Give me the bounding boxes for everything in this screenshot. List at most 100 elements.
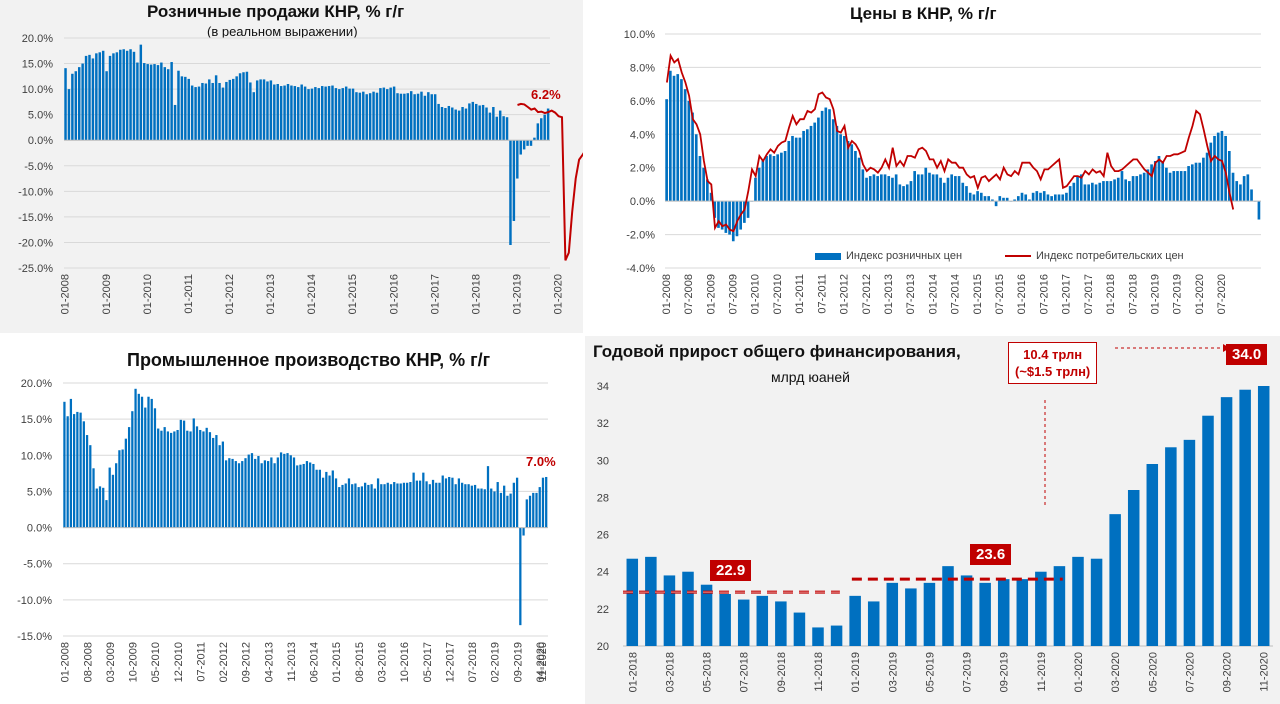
retail-bar [187,78,190,141]
prices-xtick-label: 07-2008 [683,274,695,314]
retail-bar [447,105,451,141]
prices-bar [1124,179,1127,202]
ip-bar [503,485,506,528]
ip-bar [202,431,205,528]
prices-bar [794,137,798,202]
fin-bar [1072,556,1084,646]
retail-chart-title: Розничные продажи КНР, % г/г [147,2,405,21]
prices-bar [665,99,668,202]
retail-bar [67,89,71,141]
retail-bar [208,79,211,141]
retail-bar [372,91,375,141]
fin-bar [905,588,917,646]
ip-xtick-label: 03-2016 [376,642,388,682]
ip-bar [69,398,73,528]
ip-bar [315,469,318,528]
retail-xtick-label: 01-2016 [388,274,400,314]
ip-bar [66,416,69,528]
ip-bar [250,453,254,528]
prices-bar [754,177,757,202]
prices-bar [976,191,979,202]
retail-ytick-label: 0.0% [28,135,53,147]
prices-bar [1242,176,1246,202]
prices-bar [1120,171,1124,202]
ip-bar [441,475,444,528]
retail-bar [153,64,156,141]
prices-xtick-label: 07-2010 [772,274,784,314]
ip-bar [412,472,415,528]
prices-ytick-label: 2.0% [630,163,655,175]
retail-bar [269,80,273,141]
retail-xtick-label: 01-2020 [553,274,565,314]
retail-ytick-label: 5.0% [28,110,53,122]
retail-bar [485,107,488,141]
fin-ytick-label: 24 [597,567,609,579]
prices-cpi-line [666,52,1235,233]
prices-bar [946,177,950,202]
ip-bar [312,463,315,528]
ip-xtick-label: 01-2008 [60,642,72,682]
ip-bar [231,458,234,528]
retail-bar [108,55,112,141]
retail-xtick-label: 01-2012 [224,274,236,314]
retail-bar [139,44,143,141]
prices-xtick-label: 07-2017 [1083,274,1095,314]
retail-bar [430,94,433,141]
ip-bar [92,468,95,528]
ip-bar [257,456,260,528]
prices-bar [1065,192,1068,202]
retail-bar [245,71,249,141]
fin-xtick-label: 05-2019 [924,652,936,692]
ip-bar [331,470,334,528]
prices-bar [835,125,839,202]
retail-bar [307,89,310,141]
prices-bar [1094,184,1098,202]
prices-bar [761,159,765,202]
retail-bar [115,52,119,141]
fin-annotation-text: 10.4 трлн (~$1.5 трлн) [1015,347,1091,379]
retail-bar [317,88,321,141]
ip-bar [341,484,344,528]
prices-ytick-label: 0.0% [630,196,655,208]
retail-bar [71,73,74,141]
retail-bar [276,84,279,141]
fin-ytick-label: 26 [597,530,609,542]
fin-xtick-label: 05-2018 [702,652,714,692]
retail-bar [170,62,173,141]
prices-bar [1068,186,1072,202]
retail-bar [173,104,177,141]
retail-bar [516,140,519,179]
ip-xtick-label: 05-2017 [422,642,434,682]
fin-bar [923,582,936,646]
fin-xtick-label: 09-2018 [776,652,788,692]
prices-bar [713,201,717,218]
prices-bar [1013,199,1016,202]
fin-annotation-box: 10.4 трлн (~$1.5 трлн) [1008,342,1098,384]
ip-bar [538,487,541,528]
prices-bar [942,182,946,202]
retail-bar [536,123,540,141]
retail-ytick-label: -20.0% [18,237,53,249]
prices-xtick-label: 07-2016 [1038,274,1050,314]
retail-bar [177,70,180,141]
retail-bar [249,82,252,141]
prices-bar [1231,172,1235,202]
retail-bar [365,94,368,141]
ip-bar [496,482,499,528]
fin-bar [1127,490,1140,646]
ip-bar [247,454,250,528]
prices-bar [717,201,720,228]
retail-bar [112,53,115,141]
ip-xtick-label: 01-2015 [331,642,343,682]
ip-bar [522,527,525,536]
prices-bar [868,176,872,202]
prices-bar [776,154,780,202]
retail-line-series [517,102,583,261]
prices-bar [1061,194,1065,202]
prices-bar [1083,184,1087,202]
prices-bar [1076,176,1079,202]
retail-xtick-label: 01-2014 [306,274,318,314]
retail-bar [286,84,290,141]
ip-bar [528,495,532,528]
ip-xtick-label: 07-2018 [467,642,479,682]
